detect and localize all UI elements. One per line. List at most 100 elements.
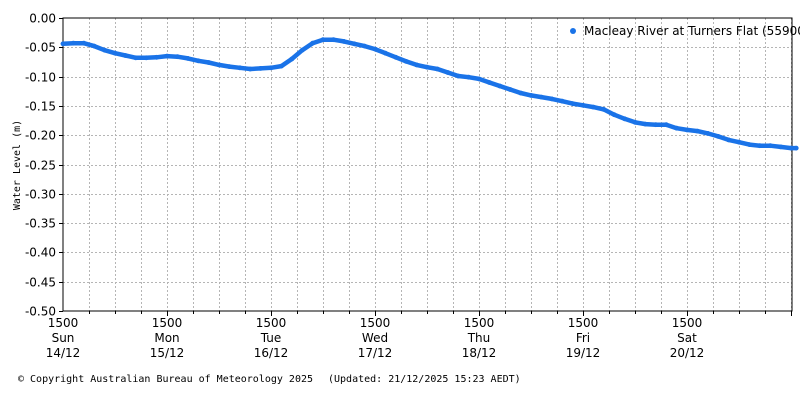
data-point bbox=[133, 55, 139, 61]
updated-timestamp: (Updated: 21/12/2025 15:23 AEDT) bbox=[328, 374, 521, 385]
y-tick-label: -0.35 bbox=[25, 217, 56, 231]
data-point bbox=[726, 137, 731, 143]
data-point bbox=[383, 50, 388, 56]
data-point bbox=[268, 65, 274, 71]
data-point bbox=[71, 40, 76, 46]
data-point bbox=[778, 144, 783, 150]
data-point bbox=[788, 145, 794, 151]
y-tick-label: -0.05 bbox=[25, 41, 56, 55]
x-tick-label: Wed bbox=[362, 331, 388, 345]
data-point bbox=[143, 55, 149, 61]
data-point bbox=[559, 98, 565, 104]
data-series bbox=[60, 37, 799, 151]
data-point bbox=[487, 80, 492, 85]
x-tick-label: Sat bbox=[677, 331, 697, 345]
data-point bbox=[195, 58, 201, 64]
x-tick-label: 19/12 bbox=[566, 346, 601, 360]
data-point bbox=[289, 56, 295, 62]
y-tick-label: -0.50 bbox=[25, 305, 56, 319]
data-point bbox=[414, 62, 419, 68]
data-point bbox=[674, 125, 679, 131]
data-point bbox=[507, 87, 513, 92]
data-point bbox=[684, 127, 690, 133]
data-point bbox=[767, 143, 773, 149]
data-point bbox=[351, 41, 357, 47]
data-point bbox=[237, 65, 243, 71]
y-tick-label: -0.20 bbox=[25, 129, 56, 143]
y-tick-label: 0.00 bbox=[29, 12, 56, 26]
legend-marker bbox=[570, 28, 576, 34]
data-point bbox=[591, 104, 596, 110]
data-point bbox=[466, 74, 471, 80]
x-tick-label: Mon bbox=[154, 331, 179, 345]
data-point bbox=[539, 94, 544, 100]
x-tick-label: 18/12 bbox=[462, 346, 497, 360]
data-point bbox=[424, 64, 430, 70]
x-tick-label: 16/12 bbox=[254, 346, 289, 360]
data-point bbox=[362, 43, 367, 49]
y-tick-label: -0.30 bbox=[25, 188, 56, 202]
data-point bbox=[715, 134, 721, 139]
x-tick-label: 20/12 bbox=[670, 346, 705, 360]
data-point bbox=[793, 145, 799, 151]
data-point bbox=[247, 66, 253, 72]
data-point bbox=[206, 60, 212, 65]
data-point bbox=[611, 112, 617, 118]
y-tick-label: -0.10 bbox=[25, 71, 56, 85]
x-tick-label: 15/12 bbox=[150, 346, 185, 360]
data-point bbox=[81, 40, 87, 46]
data-point bbox=[320, 37, 326, 43]
data-point bbox=[60, 41, 66, 47]
data-point bbox=[622, 116, 627, 122]
legend[interactable]: Macleay River at Turners Flat (559002) bbox=[570, 24, 800, 38]
data-point bbox=[695, 128, 700, 134]
data-point bbox=[164, 53, 170, 59]
data-point bbox=[705, 131, 711, 136]
data-point bbox=[154, 54, 160, 60]
x-tick-label: 1500 bbox=[360, 316, 391, 330]
x-tick-label: Thu bbox=[467, 331, 491, 345]
data-point bbox=[341, 39, 347, 44]
data-point bbox=[601, 107, 607, 112]
x-tick-label: 1500 bbox=[152, 316, 183, 330]
data-point bbox=[518, 90, 523, 96]
data-point bbox=[632, 119, 638, 125]
data-point bbox=[102, 47, 107, 53]
data-point bbox=[227, 64, 232, 69]
data-point bbox=[663, 122, 669, 128]
x-tick-label: 17/12 bbox=[358, 346, 393, 360]
x-tick-label: 1500 bbox=[48, 316, 79, 330]
x-tick-label: Sun bbox=[52, 331, 75, 345]
y-tick-label: -0.25 bbox=[25, 159, 56, 173]
data-point bbox=[570, 101, 575, 106]
data-point bbox=[393, 54, 399, 60]
y-tick-label: -0.15 bbox=[25, 100, 56, 114]
data-point bbox=[476, 76, 482, 82]
data-point bbox=[372, 46, 378, 52]
data-point bbox=[331, 37, 336, 43]
data-point bbox=[299, 47, 305, 53]
x-tick-label: Tue bbox=[260, 331, 282, 345]
data-point bbox=[258, 66, 263, 71]
data-point bbox=[185, 56, 191, 61]
data-point bbox=[310, 40, 315, 46]
legend-label: Macleay River at Turners Flat (559002) bbox=[584, 24, 800, 38]
data-point bbox=[643, 121, 648, 127]
data-point bbox=[123, 53, 128, 58]
data-point bbox=[455, 73, 461, 79]
y-axis-ticks: 0.00 -0.05 -0.10 -0.15 -0.20 -0.25 -0.30 -0.35 -… bbox=[25, 12, 63, 319]
data-point bbox=[279, 63, 284, 69]
grid-lines bbox=[63, 18, 792, 311]
data-point bbox=[403, 59, 409, 64]
x-tick-label: 14/12 bbox=[46, 346, 81, 360]
data-point bbox=[175, 54, 180, 60]
data-point bbox=[580, 102, 586, 108]
copyright-text: © Copyright Australian Bureau of Meteoro… bbox=[18, 374, 314, 385]
data-point bbox=[747, 142, 752, 148]
x-tick-label: 1500 bbox=[672, 316, 703, 330]
data-point bbox=[91, 43, 97, 49]
data-point bbox=[757, 143, 763, 149]
y-tick-label: -0.45 bbox=[25, 276, 56, 290]
x-axis-ticks: 1500Sun14/121500Mon15/121500Tue16/121500… bbox=[46, 311, 792, 360]
